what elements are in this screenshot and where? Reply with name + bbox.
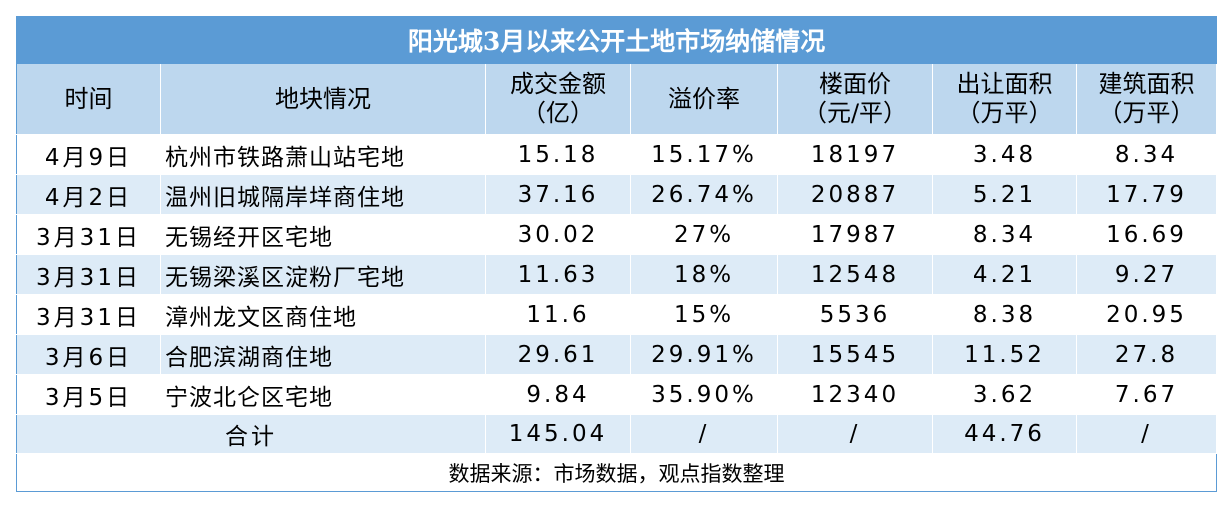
header-floor-price: 楼面价 （元/平）: [777, 63, 933, 135]
header-amount: 成交金额 （亿）: [485, 63, 631, 135]
cell-date: 3月31日: [16, 214, 161, 255]
table-row: 3月6日 合肥滨湖商住地 29.61 29.91% 15545 11.52 27…: [16, 334, 1218, 375]
cell-parcel: 宁波北仑区宅地: [160, 374, 486, 415]
table-row: 4月2日 温州旧城隔岸垟商住地 37.16 26.74% 20887 5.21 …: [16, 174, 1218, 215]
cell-premium: 15.17%: [630, 134, 778, 175]
cell-floor-price: 5536: [777, 294, 933, 335]
table-row: 4月9日 杭州市铁路萧山站宅地 15.18 15.17% 18197 3.48 …: [16, 134, 1218, 175]
cell-premium: 26.74%: [630, 174, 778, 215]
cell-amount: 15.18: [485, 134, 631, 175]
cell-amount: 9.84: [485, 374, 631, 415]
header-premium: 溢价率: [630, 63, 778, 135]
cell-date: 4月2日: [16, 174, 161, 215]
total-land-area: 44.76: [932, 414, 1077, 454]
cell-premium: 29.91%: [630, 334, 778, 375]
cell-floor-price: 17987: [777, 214, 933, 255]
table-row: 3月31日 漳州龙文区商住地 11.6 15% 5536 8.38 20.95: [16, 294, 1218, 335]
cell-build-area: 9.27: [1075, 254, 1218, 295]
cell-land-area: 4.21: [932, 254, 1077, 295]
cell-amount: 29.61: [485, 334, 631, 375]
cell-build-area: 27.8: [1075, 334, 1218, 375]
total-amount: 145.04: [485, 414, 631, 454]
cell-amount: 37.16: [485, 174, 631, 215]
table-row: 3月5日 宁波北仑区宅地 9.84 35.90% 12340 3.62 7.67: [16, 374, 1218, 415]
total-row: 合计 145.04 / / 44.76 /: [16, 414, 1218, 454]
cell-premium: 18%: [630, 254, 778, 295]
total-floor-price: /: [777, 414, 933, 454]
cell-date: 3月31日: [16, 254, 161, 295]
cell-date: 4月9日: [16, 134, 161, 175]
header-land-area: 出让面积 （万平）: [932, 63, 1077, 135]
cell-floor-price: 12548: [777, 254, 933, 295]
total-label: 合计: [16, 414, 486, 454]
header-parcel: 地块情况: [160, 63, 486, 135]
total-premium: /: [630, 414, 778, 454]
source-row: 数据来源：市场数据，观点指数整理: [15, 453, 1218, 492]
cell-land-area: 11.52: [932, 334, 1077, 375]
land-acquisition-table-container: 阳光城3月以来公开土地市场纳储情况 时间 地块情况 成交金额 （亿） 溢价率 楼面…: [15, 16, 1218, 492]
table-title: 阳光城3月以来公开土地市场纳储情况: [15, 16, 1218, 64]
cell-floor-price: 15545: [777, 334, 933, 375]
cell-parcel: 无锡梁溪区淀粉厂宅地: [160, 254, 486, 295]
cell-parcel: 无锡经开区宅地: [160, 214, 486, 255]
cell-parcel: 杭州市铁路萧山站宅地: [160, 134, 486, 175]
cell-amount: 11.63: [485, 254, 631, 295]
cell-land-area: 3.62: [932, 374, 1077, 415]
cell-amount: 30.02: [485, 214, 631, 255]
cell-land-area: 5.21: [932, 174, 1077, 215]
cell-parcel: 合肥滨湖商住地: [160, 334, 486, 375]
cell-floor-price: 18197: [777, 134, 933, 175]
cell-land-area: 8.34: [932, 214, 1077, 255]
cell-land-area: 8.38: [932, 294, 1077, 335]
cell-date: 3月5日: [16, 374, 161, 415]
cell-parcel: 漳州龙文区商住地: [160, 294, 486, 335]
total-build-area: /: [1075, 414, 1218, 454]
cell-land-area: 3.48: [932, 134, 1077, 175]
cell-date: 3月31日: [16, 294, 161, 335]
cell-premium: 15%: [630, 294, 778, 335]
cell-date: 3月6日: [16, 334, 161, 375]
cell-build-area: 8.34: [1075, 134, 1218, 175]
cell-build-area: 7.67: [1075, 374, 1218, 415]
cell-premium: 35.90%: [630, 374, 778, 415]
cell-floor-price: 20887: [777, 174, 933, 215]
cell-build-area: 17.79: [1075, 174, 1218, 215]
cell-floor-price: 12340: [777, 374, 933, 415]
header-date: 时间: [16, 63, 161, 135]
cell-amount: 11.6: [485, 294, 631, 335]
cell-parcel: 温州旧城隔岸垟商住地: [160, 174, 486, 215]
cell-build-area: 20.95: [1075, 294, 1218, 335]
header-row: 时间 地块情况 成交金额 （亿） 溢价率 楼面价 （元/平） 出让面积 （万平） 建筑…: [16, 63, 1218, 135]
header-build-area: 建筑面积 （万平）: [1075, 63, 1218, 135]
land-acquisition-table: 阳光城3月以来公开土地市场纳储情况 时间 地块情况 成交金额 （亿） 溢价率 楼面…: [15, 16, 1218, 492]
table-row: 3月31日 无锡梁溪区淀粉厂宅地 11.63 18% 12548 4.21 9.…: [16, 254, 1218, 295]
cell-premium: 27%: [630, 214, 778, 255]
source-note: 数据来源：市场数据，观点指数整理: [15, 453, 1218, 492]
cell-build-area: 16.69: [1075, 214, 1218, 255]
table-row: 3月31日 无锡经开区宅地 30.02 27% 17987 8.34 16.69: [16, 214, 1218, 255]
